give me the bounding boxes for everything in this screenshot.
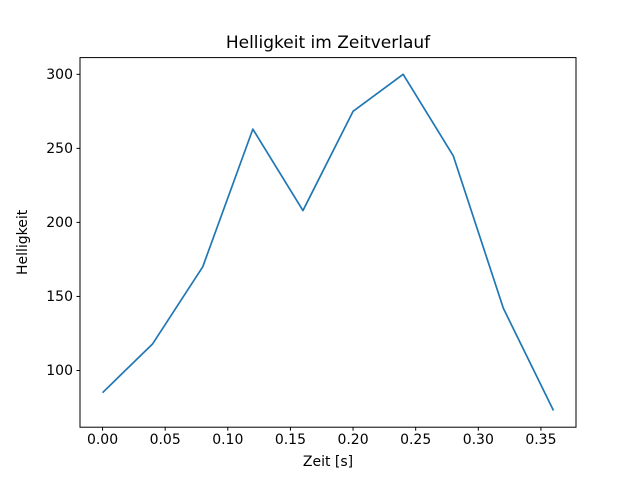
y-tick-label: 300 — [46, 67, 73, 83]
tick-marks — [76, 73, 542, 431]
x-tick-label: 0.35 — [525, 432, 556, 448]
plot-area — [80, 57, 576, 428]
y-tick-label: 200 — [46, 215, 73, 231]
axes-spines — [79, 57, 577, 428]
tick-labels: 0.00 0.05 0.10 0.15 0.20 0.25 0.30 0.35 100 150 20… — [46, 67, 556, 448]
y-tick-label: 100 — [46, 363, 73, 379]
x-tick-label: 0.15 — [275, 432, 306, 448]
x-axis-label: Zeit [s] — [303, 454, 353, 470]
x-tick-label: 0.25 — [400, 432, 431, 448]
x-tick-label: 0.05 — [150, 432, 181, 448]
y-axis-label: Helligkeit — [15, 209, 31, 275]
x-tick-label: 0.10 — [212, 432, 243, 448]
data-series — [101, 73, 555, 411]
y-tick-label: 250 — [46, 141, 73, 157]
data-line — [101, 73, 555, 411]
y-tick-label: 150 — [46, 289, 73, 305]
x-tick-label: 0.00 — [87, 432, 118, 448]
x-tick-label: 0.30 — [463, 432, 494, 448]
chart-title: Helligkeit im Zeitverlauf — [226, 33, 431, 53]
x-tick-label: 0.20 — [337, 432, 368, 448]
